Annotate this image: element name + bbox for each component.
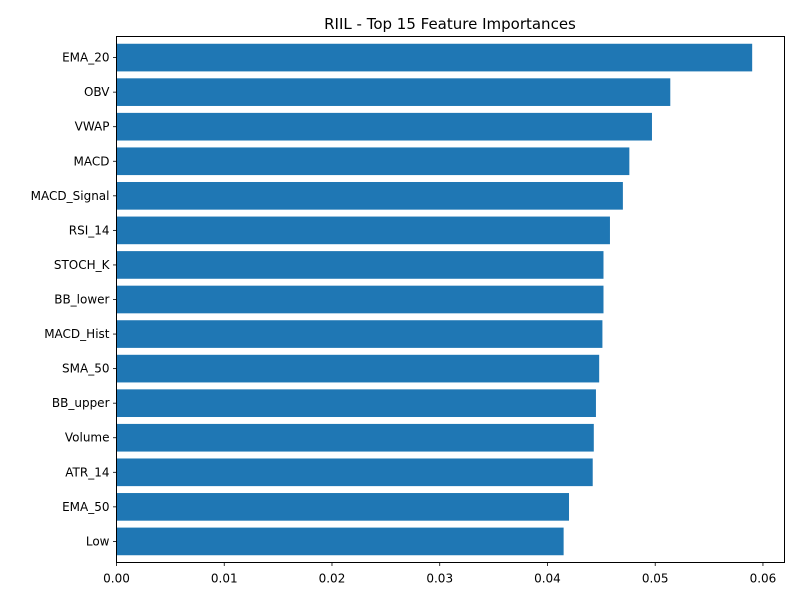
x-tick-label: 0.01 <box>211 572 238 586</box>
bar-ema-20 <box>116 43 753 72</box>
y-tick-label: SMA_50 <box>62 362 109 376</box>
x-axis-ticks: 0.00 0.01 0.02 0.03 0.04 0.05 0.06 <box>103 562 777 586</box>
bar-macd-signal <box>116 181 623 210</box>
bar-rsi-14 <box>116 216 610 245</box>
y-tick-label: VWAP <box>75 120 110 134</box>
y-tick-label: EMA_50 <box>62 500 109 514</box>
bar-ema-50 <box>116 493 570 521</box>
y-tick-label: MACD_Hist <box>44 327 110 341</box>
bar-bb-lower <box>116 285 604 314</box>
x-tick-label: 0.04 <box>534 572 561 586</box>
bar-sma-50 <box>116 354 600 383</box>
bar-low <box>116 527 564 556</box>
y-tick-label: ATR_14 <box>65 465 109 479</box>
y-tick-label: STOCH_K <box>54 258 111 272</box>
bar-macd <box>116 147 630 176</box>
y-tick-label: OBV <box>84 85 110 99</box>
x-tick-label: 0.02 <box>319 572 346 586</box>
x-tick-label: 0.06 <box>750 572 777 586</box>
y-tick-label: MACD_Signal <box>31 189 110 203</box>
bars-layer <box>116 43 753 556</box>
y-tick-label: Volume <box>65 431 110 445</box>
y-axis-ticks: EMA_20 OBV VWAP MACD MACD_Signal RSI_14 STOCH_… <box>31 51 117 548</box>
bar-obv <box>116 78 671 106</box>
y-tick-label: RSI_14 <box>69 223 110 237</box>
y-tick-label: Low <box>86 534 110 548</box>
y-tick-label: BB_lower <box>54 293 109 307</box>
plot-frame <box>116 36 785 563</box>
y-tick-label: MACD <box>74 154 110 168</box>
bar-stoch-k <box>116 251 604 279</box>
bar-bb-upper <box>116 389 596 418</box>
bar-macd-hist <box>116 320 603 348</box>
x-tick-label: 0.05 <box>642 572 669 586</box>
chart-title: RIIL - Top 15 Feature Importances <box>324 15 576 33</box>
bar-atr-14 <box>116 458 593 487</box>
bar-volume <box>116 423 594 452</box>
x-tick-label: 0.00 <box>103 572 130 586</box>
bar-vwap <box>116 112 652 141</box>
y-tick-label: BB_upper <box>52 396 110 410</box>
x-tick-label: 0.03 <box>426 572 453 586</box>
y-tick-label: EMA_20 <box>62 51 109 65</box>
